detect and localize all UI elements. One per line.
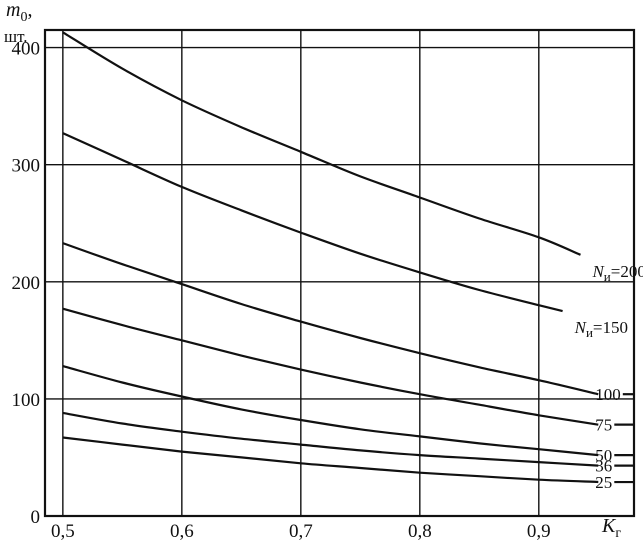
series-curve-4 [62,365,599,457]
series-label-1: Nи=150 [574,318,628,340]
series-curve-0 [62,31,581,256]
x-tick-label: 0,5 [51,521,75,542]
series-curve-2 [62,242,599,396]
plot-frame [43,28,636,518]
series-curve-1 [62,132,563,313]
y-tick-label: 100 [12,390,41,411]
grid-lines [45,30,634,516]
y-tick-label: 300 [12,156,41,177]
x-axis-label: Kг [601,515,621,541]
x-tick-label: 0,7 [289,521,313,542]
series-label-4: 50 [595,446,612,465]
series-curve-3 [62,307,599,426]
series-label-6: 25 [595,473,612,492]
series-label-5: 36 [595,457,612,476]
series-curve-5 [62,411,599,467]
y-tick-label: 400 [12,39,41,60]
series-label-2: 100 [595,385,621,404]
y-axis-unit: шт. [4,27,28,46]
x-tick-label: 0,6 [170,521,194,542]
tick-labels: 0,5 0,6 0,7 0,8 0,9 0 100 200 300 400 [12,39,551,542]
x-tick-label: 0,9 [527,521,551,542]
x-tick-label: 0,8 [408,521,432,542]
y-axis-label: m0, [6,0,32,25]
series-curves [62,31,599,484]
series-label-3: 75 [595,416,612,435]
series-label-0: Nи=200 [591,262,643,284]
y-tick-label: 0 [31,507,41,528]
y-tick-label: 200 [12,273,41,294]
series-curve-6 [62,436,599,484]
